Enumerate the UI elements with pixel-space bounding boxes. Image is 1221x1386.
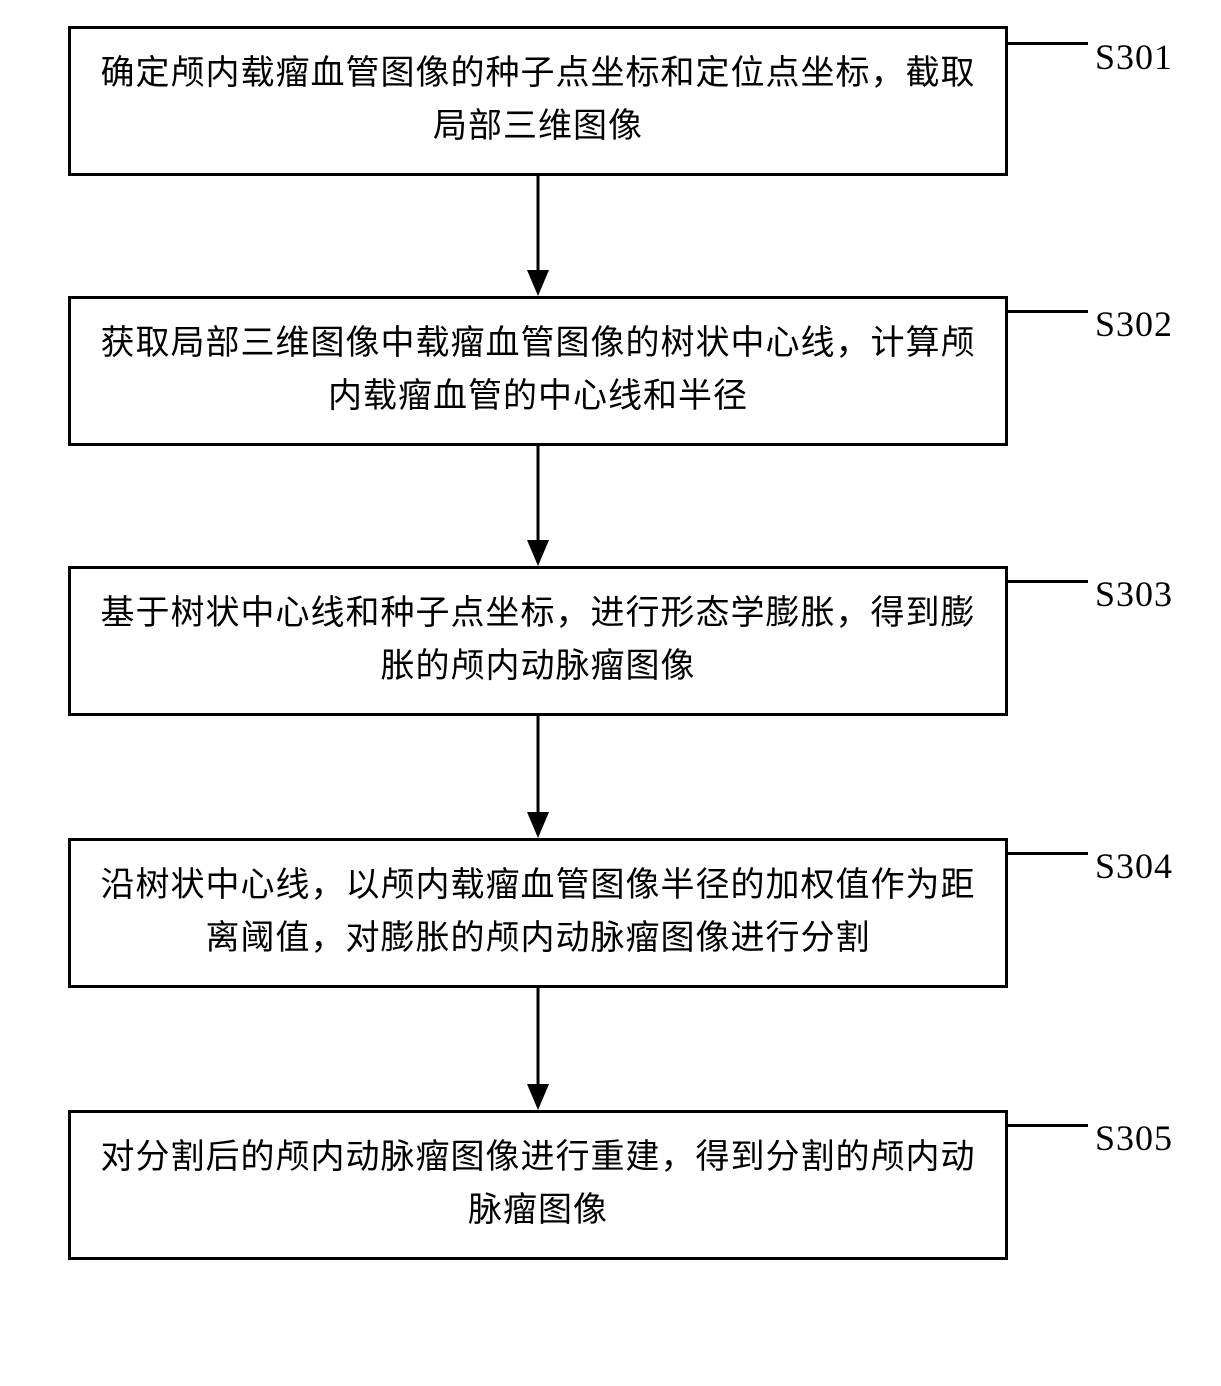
- step-label-s304: S304: [1095, 845, 1173, 887]
- step-box-s304: 沿树状中心线，以颅内载瘤血管图像半径的加权值作为距离阈值，对膨胀的颅内动脉瘤图像…: [68, 838, 1008, 988]
- step-label-s302: S302: [1095, 303, 1173, 345]
- step-text: 对分割后的颅内动脉瘤图像进行重建，得到分割的颅内动脉瘤图像: [95, 1132, 981, 1237]
- leader-s304: [1008, 852, 1088, 855]
- leader-s303: [1008, 580, 1088, 583]
- step-box-s305: 对分割后的颅内动脉瘤图像进行重建，得到分割的颅内动脉瘤图像: [68, 1110, 1008, 1260]
- step-box-s303: 基于树状中心线和种子点坐标，进行形态学膨胀，得到膨胀的颅内动脉瘤图像: [68, 566, 1008, 716]
- step-text: 沿树状中心线，以颅内载瘤血管图像半径的加权值作为距离阈值，对膨胀的颅内动脉瘤图像…: [95, 860, 981, 965]
- step-box-s302: 获取局部三维图像中载瘤血管图像的树状中心线，计算颅内载瘤血管的中心线和半径: [68, 296, 1008, 446]
- leader-s301: [1008, 42, 1088, 45]
- leader-s302: [1008, 310, 1088, 313]
- step-text: 确定颅内载瘤血管图像的种子点坐标和定位点坐标，截取局部三维图像: [95, 48, 981, 153]
- step-text: 基于树状中心线和种子点坐标，进行形态学膨胀，得到膨胀的颅内动脉瘤图像: [95, 588, 981, 693]
- step-label-s305: S305: [1095, 1117, 1173, 1159]
- step-box-s301: 确定颅内载瘤血管图像的种子点坐标和定位点坐标，截取局部三维图像: [68, 26, 1008, 176]
- step-text: 获取局部三维图像中载瘤血管图像的树状中心线，计算颅内载瘤血管的中心线和半径: [95, 318, 981, 423]
- flowchart-canvas: 确定颅内载瘤血管图像的种子点坐标和定位点坐标，截取局部三维图像 S301 获取局…: [0, 0, 1221, 1386]
- step-label-s301: S301: [1095, 36, 1173, 78]
- step-label-s303: S303: [1095, 573, 1173, 615]
- leader-s305: [1008, 1124, 1088, 1127]
